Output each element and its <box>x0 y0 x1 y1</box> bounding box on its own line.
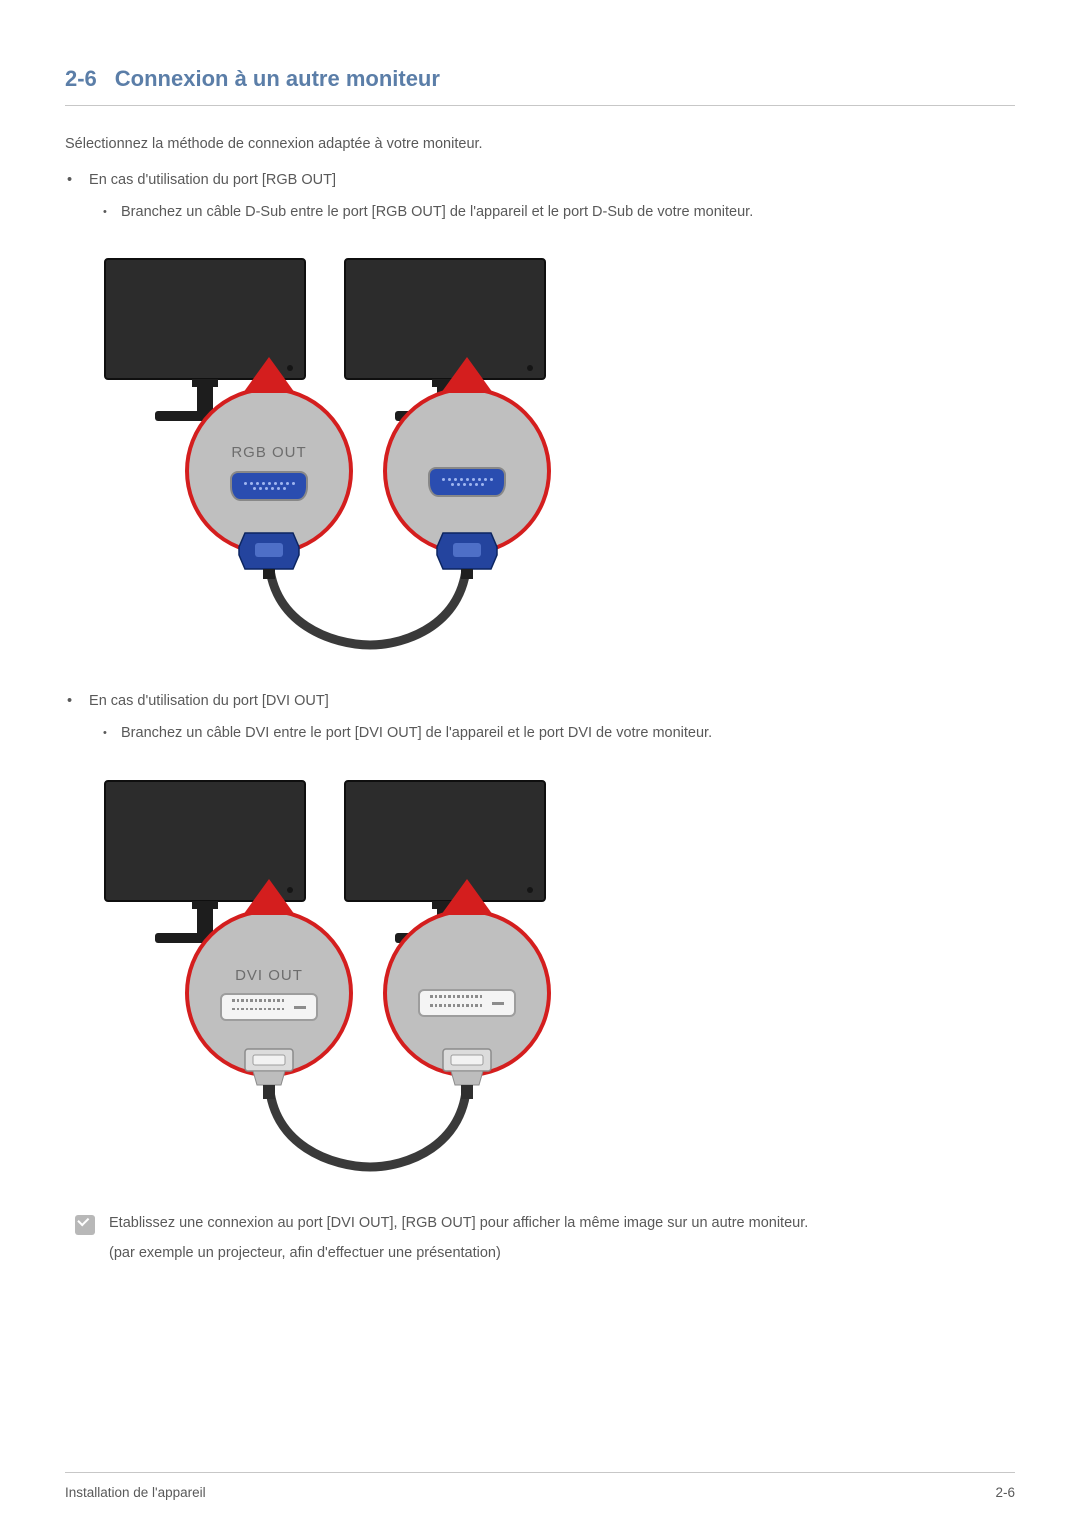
vga-port-icon <box>428 467 506 497</box>
list-item: En cas d'utilisation du port [RGB OUT] B… <box>85 170 1015 224</box>
vga-port-icon <box>230 471 308 501</box>
port-callout <box>383 387 551 555</box>
note-icon <box>75 1215 95 1235</box>
note-box: Etablissez une connexion au port [DVI OU… <box>75 1213 1015 1273</box>
list-item: En cas d'utilisation du port [DVI OUT] B… <box>85 691 1015 745</box>
port-callout: RGB OUT <box>185 387 353 555</box>
callout-pointer-icon <box>437 353 497 397</box>
list-item: Branchez un câble DVI entre le port [DVI… <box>121 723 1015 745</box>
callout-pointer-icon <box>239 353 299 397</box>
diagram-rgb: RGB OUT <box>85 253 1015 655</box>
footer-right: 2-6 <box>995 1483 1015 1503</box>
dvi-plug-icon <box>239 1045 299 1101</box>
vga-plug-icon <box>237 529 301 579</box>
page-footer: Installation de l'appareil 2-6 <box>65 1472 1015 1503</box>
list-case: En cas d'utilisation du port [RGB OUT] B… <box>65 170 1015 224</box>
list-item: Branchez un câble D-Sub entre le port [R… <box>121 202 1015 224</box>
intro-text: Sélectionnez la méthode de connexion ada… <box>65 134 1015 156</box>
section-number: 2-6 <box>65 66 97 91</box>
vga-plug-icon <box>435 529 499 579</box>
port-label: DVI OUT <box>235 965 303 988</box>
instruction-text: Branchez un câble D-Sub entre le port [R… <box>121 204 753 220</box>
port-callout: DVI OUT <box>185 909 353 1077</box>
callout-pointer-icon <box>239 875 299 919</box>
list-instruction: Branchez un câble DVI entre le port [DVI… <box>85 723 1015 745</box>
port-callout <box>383 909 551 1077</box>
list-instruction: Branchez un câble D-Sub entre le port [R… <box>85 202 1015 224</box>
section-heading: 2-6 Connexion à un autre moniteur <box>65 62 1015 106</box>
section-title: Connexion à un autre moniteur <box>115 66 440 91</box>
callout-pointer-icon <box>437 875 497 919</box>
instruction-text: Branchez un câble DVI entre le port [DVI… <box>121 725 712 741</box>
port-label: RGB OUT <box>231 442 306 465</box>
footer-left: Installation de l'appareil <box>65 1483 206 1503</box>
dvi-port-icon <box>220 993 318 1021</box>
note-line: Etablissez une connexion au port [DVI OU… <box>109 1213 808 1235</box>
list-case: En cas d'utilisation du port [DVI OUT] B… <box>65 691 1015 745</box>
diagram-dvi: DVI OUT <box>85 775 1015 1177</box>
note-line: (par exemple un projecteur, afin d'effec… <box>109 1243 808 1265</box>
case-text: En cas d'utilisation du port [RGB OUT] <box>89 172 336 188</box>
dvi-port-icon <box>418 989 516 1017</box>
dvi-plug-icon <box>437 1045 497 1101</box>
case-text: En cas d'utilisation du port [DVI OUT] <box>89 693 329 709</box>
